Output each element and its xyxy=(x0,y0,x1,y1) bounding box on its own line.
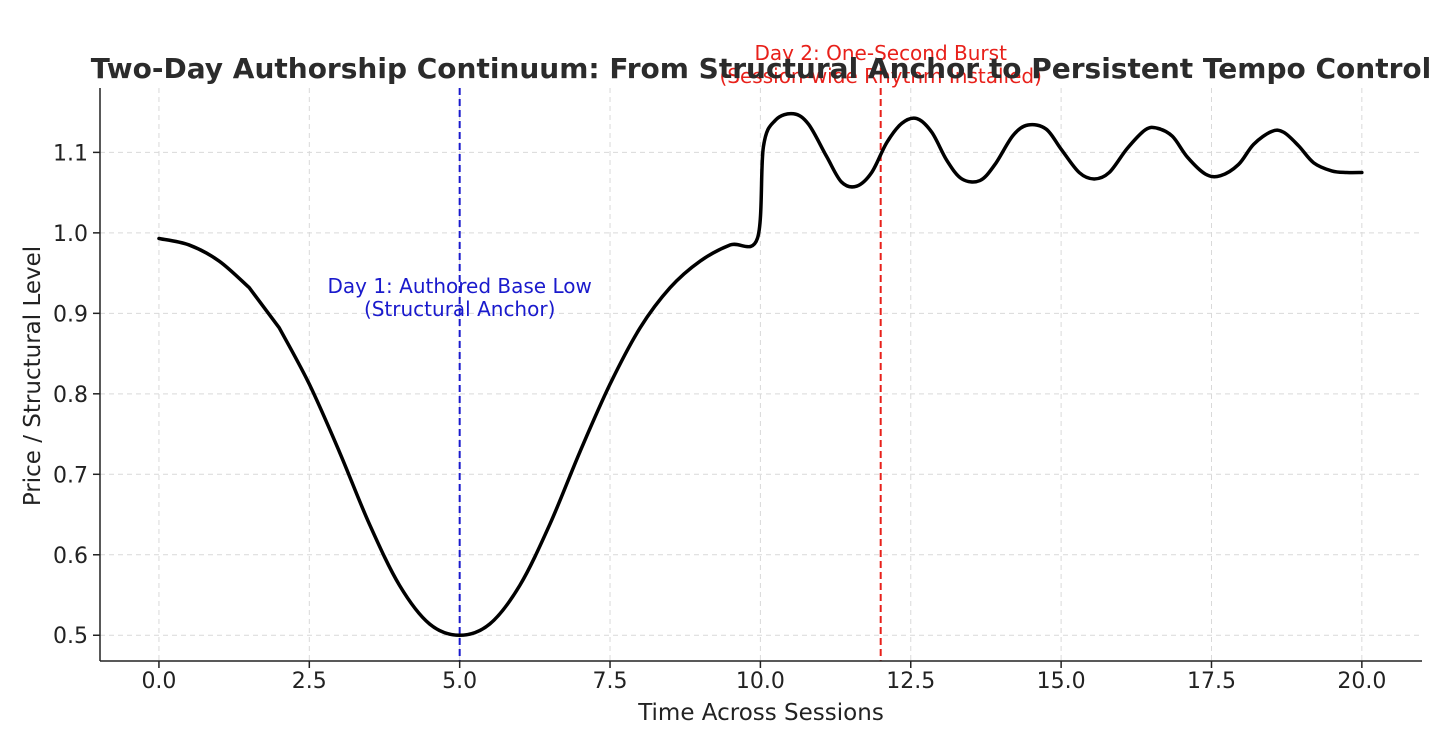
reference-lines xyxy=(458,88,882,661)
annotation-text: Day 1: Authored Base Low xyxy=(327,274,591,298)
x-tick-label: 2.5 xyxy=(292,669,327,694)
y-tick-label: 1.1 xyxy=(53,141,88,166)
x-tick-label: 12.5 xyxy=(886,669,935,694)
ticks: 0.0 2.5 5.0 7.5 10.0 12.5 15.0 17.5 20.0 0.5 0.6 0.… xyxy=(53,141,1386,694)
y-tick-label: 0.8 xyxy=(53,383,88,408)
x-tick-label: 0.0 xyxy=(141,669,176,694)
y-tick-label: 0.6 xyxy=(53,544,88,569)
chart-title: Two-Day Authorship Continuum: From Struc… xyxy=(91,52,1431,85)
x-tick-label: 15.0 xyxy=(1037,669,1086,694)
x-tick-label: 20.0 xyxy=(1337,669,1386,694)
grid xyxy=(100,88,1422,661)
annotation-text: (Structural Anchor) xyxy=(364,297,555,321)
y-tick-label: 0.7 xyxy=(53,463,88,488)
annotation-text: Day 2: One-Second Burst xyxy=(754,41,1007,65)
x-axis-label: Time Across Sessions xyxy=(637,700,884,726)
y-tick-label: 0.5 xyxy=(53,624,88,649)
y-tick-label: 1.0 xyxy=(53,222,88,247)
x-tick-label: 17.5 xyxy=(1187,669,1236,694)
y-axis-label: Price / Structural Level xyxy=(20,246,46,506)
series-line xyxy=(157,111,1364,637)
x-tick-label: 10.0 xyxy=(736,669,785,694)
y-tick-label: 0.9 xyxy=(53,302,88,327)
x-tick-label: 5.0 xyxy=(442,669,477,694)
series-layer xyxy=(157,111,1364,637)
annotation-text: (Session-wide Rhythm Installed) xyxy=(720,64,1042,88)
x-tick-label: 7.5 xyxy=(593,669,628,694)
annotations: Day 1: Authored Base Low(Structural Anch… xyxy=(327,41,1041,321)
